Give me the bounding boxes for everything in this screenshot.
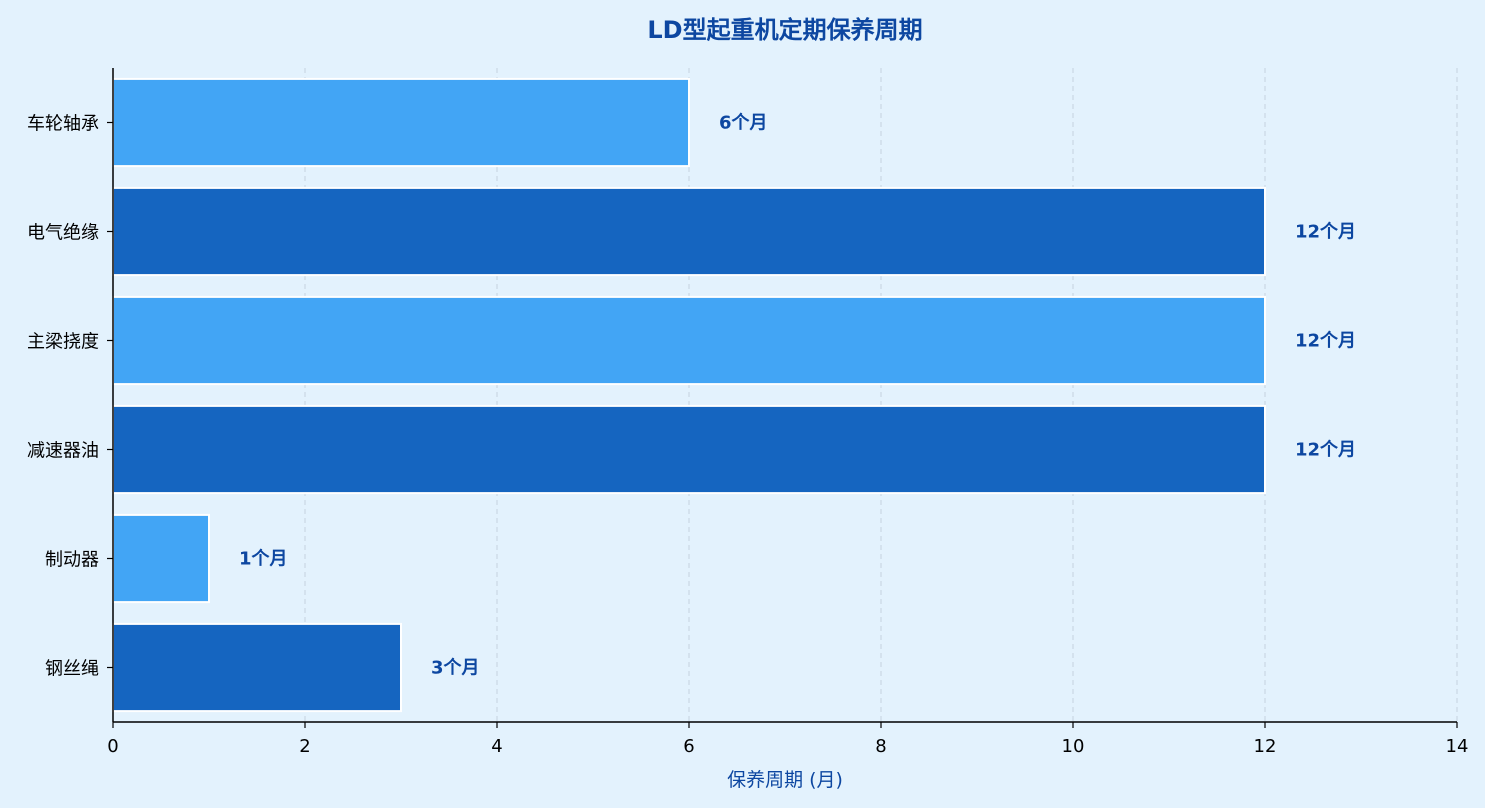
bar <box>112 404 1266 495</box>
x-tick-label: 12 <box>1254 736 1277 757</box>
data-label: 3个月 <box>431 657 480 679</box>
grid-lines <box>304 68 1458 722</box>
bar <box>112 622 402 713</box>
category-label: 车轮轴承 <box>27 114 99 135</box>
category-label: 钢丝绳 <box>45 659 99 680</box>
bar <box>112 513 210 604</box>
data-label: 12个月 <box>1295 221 1356 243</box>
x-tick-label: 14 <box>1446 736 1469 757</box>
bar <box>112 77 690 168</box>
x-tick-label: 10 <box>1062 736 1085 757</box>
data-labels: 6个月 12个月 12个月 12个月 1个月 3个月 <box>239 112 1356 679</box>
category-label: 主梁挠度 <box>27 332 99 353</box>
data-label: 1个月 <box>239 548 288 570</box>
bars <box>112 77 1266 713</box>
x-tick-label: 0 <box>107 736 118 757</box>
data-label: 6个月 <box>719 112 768 134</box>
chart-title: LD型起重机定期保养周期 <box>647 16 922 44</box>
x-tick-label: 6 <box>683 736 694 757</box>
x-tick-label: 8 <box>875 736 886 757</box>
x-tick-label: 2 <box>299 736 310 757</box>
data-label: 12个月 <box>1295 439 1356 461</box>
category-label: 制动器 <box>45 550 99 571</box>
category-label: 减速器油 <box>27 441 99 462</box>
bar <box>112 295 1266 386</box>
x-axis-label: 保养周期 (月) <box>727 769 843 791</box>
data-label: 12个月 <box>1295 330 1356 352</box>
bar <box>112 186 1266 277</box>
x-tick-label: 4 <box>491 736 502 757</box>
category-label: 电气绝缘 <box>27 223 99 244</box>
